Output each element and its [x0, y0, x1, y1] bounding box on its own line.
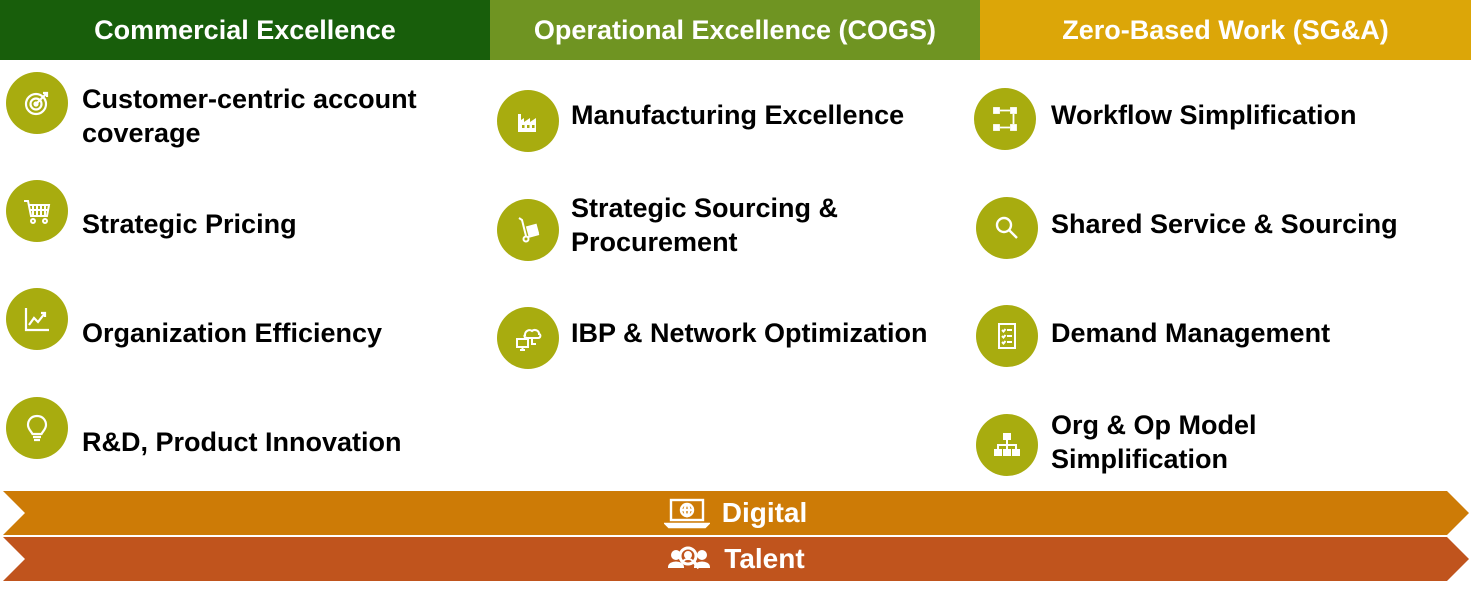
- line-chart-icon: [6, 288, 68, 350]
- commercial-item-label: Customer-centric account coverage: [82, 84, 417, 148]
- header-operational-excellence: Operational Excellence (COGS): [490, 0, 980, 60]
- laptop-globe-icon: [663, 497, 722, 529]
- zbw-item-label: Org & Op Model Simplification: [1051, 410, 1257, 474]
- people-search-icon: [666, 543, 724, 575]
- operational-item-label: Strategic Sourcing & Procurement: [571, 193, 839, 257]
- magnifier-icon: [976, 197, 1038, 259]
- header-commercial-label: Commercial Excellence: [94, 14, 396, 45]
- talent-band: Talent: [0, 537, 1471, 581]
- cloud-network-icon: [497, 307, 559, 369]
- commercial-item-label: Organization Efficiency: [82, 318, 383, 348]
- digital-label: Digital: [721, 497, 808, 528]
- header-operational-label: Operational Excellence (COGS): [533, 14, 937, 45]
- workflow-icon: [974, 88, 1036, 150]
- zbw-item-label: Shared Service & Sourcing: [1051, 209, 1398, 239]
- factory-icon: [497, 90, 559, 152]
- checklist-icon: [976, 305, 1038, 367]
- header-commercial-excellence: Commercial Excellence: [0, 0, 490, 60]
- talent-label: Talent: [724, 543, 805, 574]
- org-chart-icon: [976, 414, 1038, 476]
- header-zero-based-work: Zero-Based Work (SG&A): [980, 0, 1471, 60]
- header-zbw-label: Zero-Based Work (SG&A): [1062, 14, 1389, 45]
- commercial-item-label: Strategic Pricing: [82, 209, 297, 239]
- target-icon: [6, 72, 68, 134]
- operational-item-label: Manufacturing Excellence: [571, 100, 905, 130]
- commercial-item-label: R&D, Product Innovation: [82, 427, 402, 457]
- hand-truck-icon: [497, 199, 559, 261]
- operational-item-label: IBP & Network Optimization: [571, 318, 928, 348]
- lightbulb-icon: [6, 397, 68, 459]
- digital-band: Digital: [0, 491, 1471, 535]
- cart-icon: [6, 180, 68, 242]
- zbw-item-label: Demand Management: [1051, 318, 1331, 348]
- zbw-item-label: Workflow Simplification: [1051, 100, 1357, 130]
